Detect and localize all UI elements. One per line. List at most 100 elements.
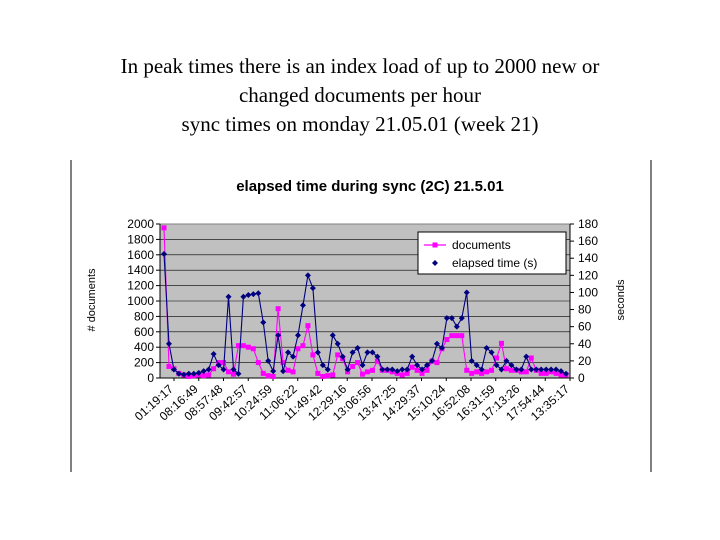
documents-point [270, 373, 276, 379]
elapsed-time-point [314, 349, 321, 356]
documents-point [226, 369, 232, 375]
elapsed-time-point [483, 345, 490, 352]
elapsed-time-point [230, 366, 237, 373]
documents-point [484, 369, 490, 375]
documents-point [503, 366, 509, 372]
documents-point [260, 370, 266, 376]
y-tick-label: 0 [147, 371, 154, 385]
elapsed-time-point [409, 353, 416, 360]
elapsed-time-point [493, 362, 500, 369]
y-tick-label: 1200 [127, 279, 154, 293]
slide-title-line-3: sync times on monday 21.05.01 (week 21) [181, 112, 539, 136]
elapsed-time-point [468, 357, 475, 364]
elapsed-time-point [448, 315, 455, 322]
elapsed-time-point [528, 366, 535, 373]
elapsed-time-point [161, 250, 167, 257]
legend-label: elapsed time (s) [452, 256, 537, 270]
documents-point [161, 225, 167, 231]
elapsed-time-point [235, 370, 242, 377]
elapsed-time-point [220, 366, 227, 373]
elapsed-time-point [548, 366, 555, 373]
elapsed-time-point [349, 349, 356, 356]
chart-title: elapsed time during sync (2C) 21.5.01 [236, 178, 504, 195]
documents-point [166, 363, 172, 369]
series-line-elapsed-time [163, 253, 567, 376]
elapsed-time-point [369, 349, 376, 356]
y2-tick-label: 0 [578, 371, 585, 385]
legend-box [417, 231, 567, 275]
documents-point [275, 306, 281, 312]
slide-title-line-1: In peak times there is an index load of … [120, 54, 600, 78]
y-tick-label: 600 [134, 325, 154, 339]
elapsed-time-point [374, 353, 381, 360]
y-tick-label: 1000 [127, 294, 154, 308]
documents-point [360, 371, 366, 377]
elapsed-time-point [200, 368, 207, 375]
elapsed-time-point [478, 366, 485, 373]
elapsed-time-point [558, 368, 565, 375]
sync-chart: elapsed time during sync (2C) 21.5.01 02… [70, 160, 652, 472]
y-tick-label: 200 [134, 356, 154, 370]
documents-point [305, 323, 311, 329]
documents-point [320, 373, 326, 379]
documents-point [235, 343, 241, 349]
y-tick-label: 800 [134, 309, 154, 323]
elapsed-time-point [250, 291, 257, 298]
elapsed-time-point [543, 366, 550, 373]
documents-point [364, 369, 370, 375]
documents-point [469, 370, 475, 376]
documents-point [474, 369, 480, 375]
elapsed-time-point [205, 366, 212, 373]
documents-point [280, 360, 286, 366]
elapsed-time-point [329, 332, 336, 339]
elapsed-time-point [285, 349, 292, 356]
elapsed-time-point [538, 366, 545, 373]
elapsed-time-point [508, 362, 515, 369]
elapsed-time-point [260, 319, 267, 326]
elapsed-time-point [523, 353, 530, 360]
y2-tick-label: 40 [578, 337, 592, 351]
elapsed-time-point [170, 366, 177, 373]
y2-tick-label: 60 [578, 320, 592, 334]
slide-title: In peak times there is an index load of … [0, 52, 720, 139]
documents-point [240, 343, 246, 349]
elapsed-time-point [270, 368, 277, 375]
documents-point [315, 370, 321, 376]
elapsed-time-point [319, 362, 326, 369]
documents-point [553, 370, 559, 376]
documents-point [464, 367, 470, 373]
elapsed-time-point [215, 362, 222, 369]
documents-point [399, 372, 405, 378]
elapsed-time-point [165, 340, 172, 347]
y2-tick-label: 140 [578, 251, 598, 265]
elapsed-time-point [429, 357, 435, 364]
documents-point [355, 360, 361, 366]
documents-point [369, 367, 375, 373]
documents-point [558, 372, 564, 378]
documents-point [454, 333, 460, 339]
elapsed-time-point [175, 370, 182, 377]
elapsed-time-point [458, 315, 465, 322]
elapsed-time-point [404, 366, 411, 373]
documents-point [255, 360, 261, 366]
elapsed-time-point [533, 366, 540, 373]
elapsed-time-point [180, 371, 187, 378]
y2-tick-label: 20 [578, 354, 592, 368]
elapsed-time-point [280, 368, 287, 375]
elapsed-time-point [433, 340, 440, 347]
elapsed-time-point [563, 370, 569, 377]
documents-point [374, 358, 380, 364]
documents-point [414, 367, 420, 373]
elapsed-time-point [419, 366, 426, 373]
documents-point [424, 367, 430, 373]
documents-point [449, 333, 455, 339]
documents-point [508, 367, 514, 373]
y2-tick-label: 180 [578, 217, 598, 231]
legend-documents-marker [432, 242, 438, 248]
elapsed-time-point [265, 357, 272, 364]
documents-point [494, 355, 500, 361]
documents-point [404, 370, 410, 376]
elapsed-time-point [443, 315, 450, 322]
elapsed-time-point [354, 345, 361, 352]
elapsed-time-point [453, 323, 460, 330]
